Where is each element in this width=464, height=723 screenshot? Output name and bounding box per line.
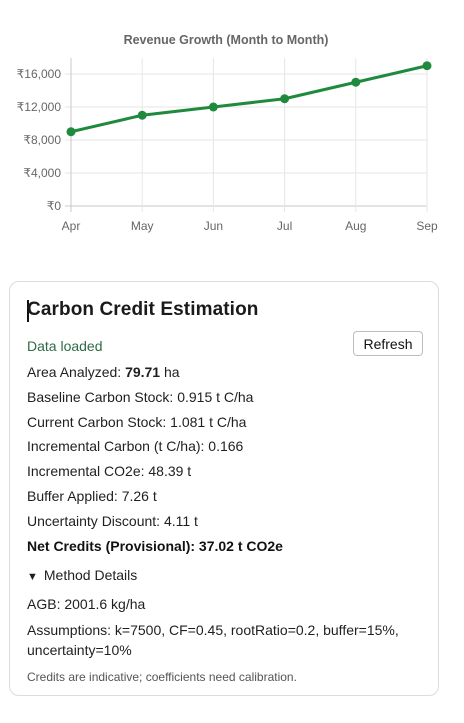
method-details-toggle[interactable]: ▼ Method Details [27, 567, 137, 583]
x-tick-label: Jul [277, 219, 292, 233]
agb-value: AGB: 2001.6 kg/ha [27, 596, 146, 612]
incremental-co2e: Incremental CO2e: 48.39 t [27, 463, 192, 479]
y-tick-label: ₹8,000 [23, 133, 61, 147]
card-title: Carbon Credit Estimation [27, 299, 259, 320]
data-point [208, 102, 218, 112]
data-point [351, 77, 361, 87]
area-unit: ha [160, 364, 180, 380]
revenue-chart: Revenue Growth (Month to Month) ₹0 ₹4,000… [0, 0, 464, 250]
x-tick-label: Aug [345, 219, 366, 233]
incremental-carbon: Incremental Carbon (t C/ha): 0.166 [27, 438, 244, 454]
buffer-applied: Buffer Applied: 7.26 t [27, 488, 157, 504]
net-credits: Net Credits (Provisional): 37.02 t CO2e [27, 538, 283, 554]
revenue-chart-svg: Revenue Growth (Month to Month) ₹0 ₹4,000… [17, 33, 438, 233]
chart-title: Revenue Growth (Month to Month) [124, 33, 329, 47]
data-point [422, 61, 432, 71]
baseline-carbon-stock: Baseline Carbon Stock: 0.915 t C/ha [27, 389, 254, 405]
chart-y-ticks: ₹0 ₹4,000 ₹8,000 ₹12,000 ₹16,000 [17, 67, 62, 213]
y-tick-label: ₹0 [47, 199, 62, 213]
chart-x-ticks: Apr May Jun Jul Aug Sep [62, 219, 438, 233]
y-tick-label: ₹4,000 [23, 166, 61, 180]
data-point [66, 127, 76, 137]
chart-series [66, 61, 432, 137]
y-tick-label: ₹16,000 [17, 67, 62, 81]
area-value: 79.71 [125, 364, 161, 380]
method-details-label: Method Details [43, 567, 138, 583]
area-label: Area Analyzed: [27, 364, 126, 380]
current-carbon-stock: Current Carbon Stock: 1.081 t C/ha [27, 414, 247, 430]
uncertainty-discount: Uncertainty Discount: 4.11 t [27, 513, 198, 529]
data-point [280, 94, 290, 104]
chart-grid [65, 58, 428, 212]
text-cursor [27, 300, 29, 322]
y-tick-label: ₹12,000 [17, 100, 62, 114]
area-analyzed: Area Analyzed: 79.71 ha [27, 364, 180, 380]
assumptions-text: Assumptions: k=7500, CF=0.45, rootRatio=… [27, 622, 399, 658]
x-tick-label: May [131, 219, 154, 233]
calibration-note: Credits are indicative; coefficients nee… [27, 670, 297, 684]
x-tick-label: Jun [204, 219, 223, 233]
status-text: Data loaded [27, 338, 103, 354]
refresh-button[interactable]: Refresh [353, 331, 423, 356]
x-tick-label: Apr [62, 219, 81, 233]
x-tick-label: Sep [416, 219, 438, 233]
triangle-down-icon: ▼ [27, 571, 38, 583]
series-line [70, 64, 428, 134]
carbon-credit-card: Carbon Credit Estimation Data loaded Ref… [9, 281, 439, 696]
data-point [137, 110, 147, 120]
